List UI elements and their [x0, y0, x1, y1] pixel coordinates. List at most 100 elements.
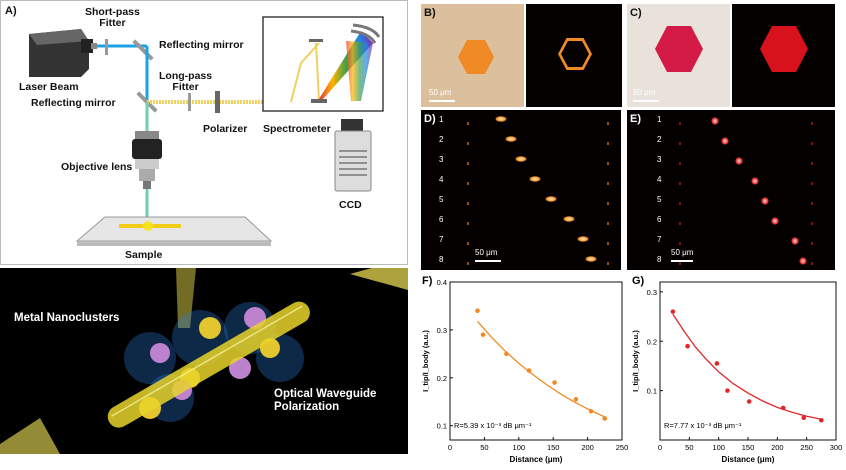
excitation-spot [495, 116, 507, 122]
data-point [819, 417, 824, 423]
row-label: 5 [439, 195, 444, 204]
polarizer [215, 91, 220, 113]
excitation-spot [721, 137, 729, 145]
panel-c-brightfield: C) 50 μm [627, 4, 730, 107]
long-pass-filter [188, 93, 191, 111]
excitation-spot [751, 177, 759, 185]
row-label: 6 [657, 215, 662, 224]
excitation-spot [585, 256, 597, 262]
x-tick-label: 100 [712, 443, 725, 452]
plot-frame [449, 281, 623, 441]
long-pass-label: Long-pass Fitter [159, 71, 212, 93]
data-point [602, 416, 608, 421]
sample-plate [75, 216, 273, 242]
row-label: 2 [439, 135, 444, 144]
x-tick-label: 150 [547, 443, 560, 452]
x-tick-label: 50 [480, 443, 488, 452]
data-point [504, 351, 509, 357]
excitation-spot [735, 157, 743, 165]
ccd-label: CCD [339, 199, 362, 211]
objective-lens-label: Objective lens [61, 161, 133, 173]
x-tick-label: 0 [448, 443, 452, 452]
row-label: 7 [657, 235, 662, 244]
row-label: 3 [657, 155, 662, 164]
excitation-spot [563, 216, 575, 222]
data-point [685, 343, 690, 349]
right-tip-column [811, 114, 813, 266]
excitation-spot [771, 217, 779, 225]
excitation-spot [529, 176, 541, 182]
row-label: 3 [439, 155, 444, 164]
row-label: 5 [657, 195, 662, 204]
panel-a-label: A) [5, 5, 17, 17]
data-point [552, 380, 557, 385]
y-tick-label: 0.2 [437, 374, 447, 383]
spectrometer-label: Spectrometer [263, 123, 331, 135]
row-label: 4 [657, 175, 662, 184]
long-pass-text: Long-pass Fitter [159, 70, 213, 93]
polarizer-label: Polarizer [203, 123, 248, 135]
excitation-spot [515, 156, 527, 162]
left-tip-column [679, 114, 681, 266]
right-tip-column [607, 114, 609, 266]
metal-nanoclusters-label: Metal Nanoclusters [14, 312, 120, 324]
panel-b-brightfield: B) 50 μm [421, 4, 524, 107]
panel-b-scale: 50 μm [429, 88, 452, 97]
decay-annotation: R=5.39 x 10⁻³ dB μm⁻¹ [454, 421, 532, 430]
panel-b-fluorescence [526, 4, 622, 107]
waveguide-text: Optical Waveguide Polarization [274, 388, 377, 413]
row-label: 1 [657, 115, 662, 124]
row-label: 8 [657, 255, 662, 264]
fluorescence-hexagon-core [561, 41, 589, 67]
x-tick-label: 100 [513, 443, 526, 452]
y-tick-label: 0.3 [437, 326, 447, 335]
nanocluster-illustration [0, 268, 408, 454]
sample-label: Sample [125, 249, 163, 261]
x-axis-label: Distance (μm) [510, 455, 563, 464]
chart-f: F) 0 50 100 150 200 250 0.1 0.2 0.3 0.4 Distance (μ… [421, 275, 628, 464]
panel-c-scale: 50 μm [633, 88, 656, 97]
panel-d-scale: 50 μm [475, 248, 498, 257]
panel-a-setup: A) [0, 0, 408, 265]
x-tick-label: 200 [771, 443, 784, 452]
objective-lens-icon [132, 131, 162, 189]
panel-c-fluorescence [732, 4, 835, 107]
decay-annotation: R=7.77 x 10⁻³ dB μm⁻¹ [664, 421, 742, 430]
brightfield-red-hexagon [655, 26, 703, 72]
panel-c-scalebar [633, 100, 659, 102]
short-pass-filter [105, 39, 108, 55]
panel-c-label: C) [630, 7, 642, 19]
fit-curve [477, 320, 606, 418]
excitation-spot [711, 117, 719, 125]
data-point [526, 368, 532, 373]
row-label: 4 [439, 175, 444, 184]
excitation-spot [799, 257, 807, 265]
x-tick-label: 50 [685, 443, 693, 452]
x-tick-label: 150 [742, 443, 755, 452]
row-label: 2 [657, 135, 662, 144]
y-tick-label: 0.2 [647, 337, 657, 346]
brightfield-hexagon [458, 40, 494, 74]
data-point [670, 309, 676, 314]
panel-d-label: D) [424, 113, 436, 125]
panel-b-scalebar [429, 100, 455, 102]
setup-diagram [29, 16, 384, 246]
data-point [801, 415, 807, 421]
fluorescence-red-hexagon [760, 26, 808, 72]
x-tick-label: 200 [581, 443, 594, 452]
y-axis-label: I_tip/I_body (a.u.) [631, 330, 640, 392]
panel-e-scalebar [671, 260, 693, 262]
y-tick-label: 0.1 [437, 422, 447, 431]
short-pass-text: Short-pass Fitter [85, 6, 140, 29]
ccd-icon [334, 119, 372, 192]
x-tick-label: 250 [800, 443, 813, 452]
y-tick-label: 0.1 [647, 387, 657, 396]
panel-b-label: B) [424, 7, 436, 19]
reflecting-mirror-top [132, 39, 154, 61]
data-point [746, 399, 752, 404]
y-tick-label: 0.4 [437, 278, 447, 287]
excitation-spot [761, 197, 769, 205]
data-point [725, 388, 730, 393]
data-point [780, 405, 786, 411]
panel-d-scalebar [475, 260, 501, 262]
